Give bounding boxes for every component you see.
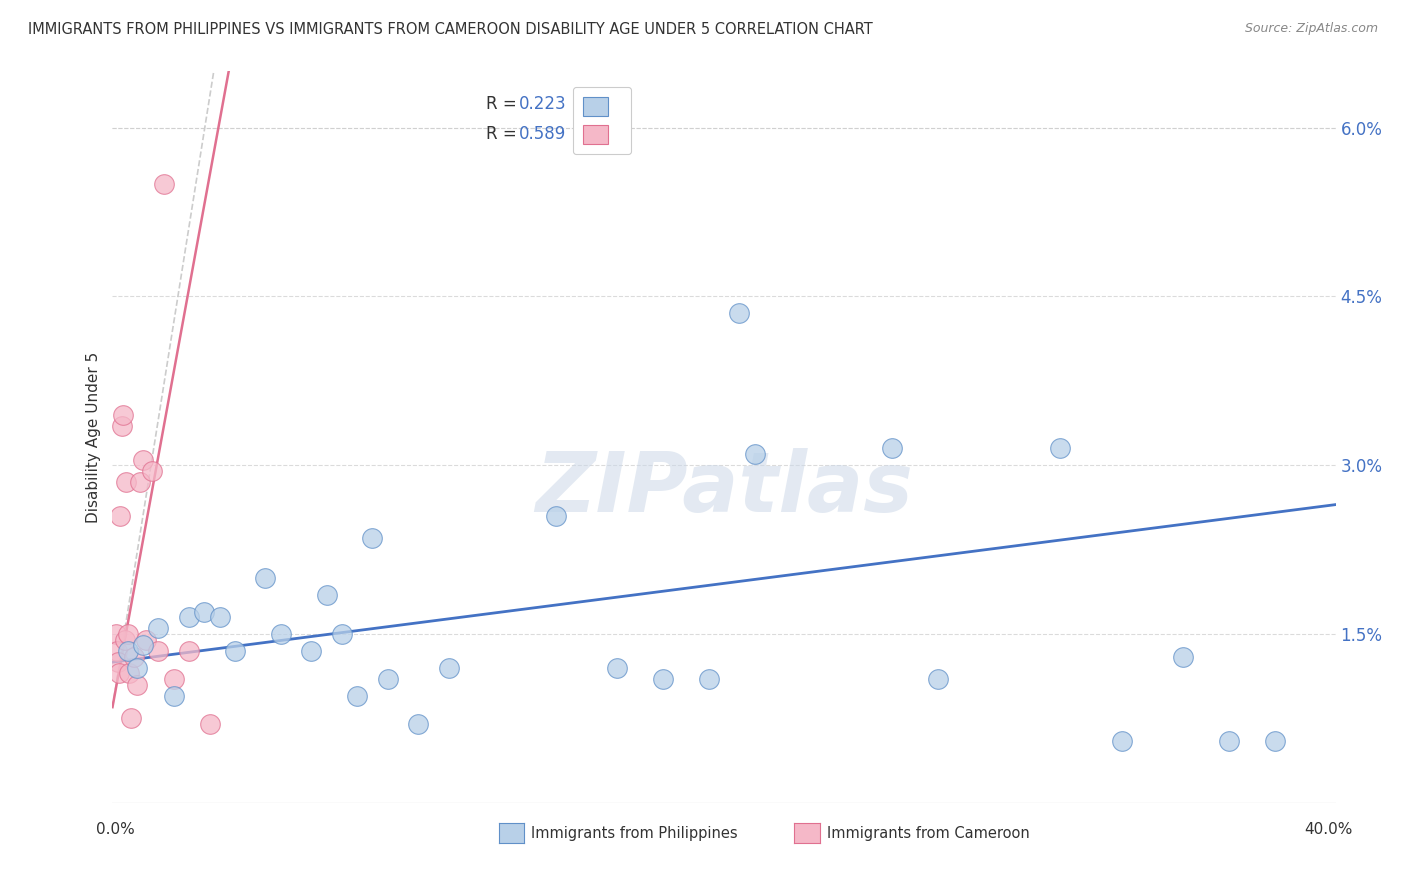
Point <box>208 610 231 624</box>
Y-axis label: Disability Age Under 5: Disability Age Under 5 <box>86 351 101 523</box>
Point <box>112 408 135 422</box>
Point <box>744 447 766 461</box>
Point <box>132 452 155 467</box>
Point <box>728 306 751 320</box>
Text: ZIPatlas: ZIPatlas <box>536 448 912 529</box>
Text: Immigrants from Philippines: Immigrants from Philippines <box>531 826 738 840</box>
Point <box>1049 442 1071 456</box>
Text: 32: 32 <box>605 95 626 113</box>
Point <box>1264 734 1286 748</box>
Text: 23: 23 <box>605 125 626 143</box>
Point <box>437 661 460 675</box>
Point <box>105 644 128 658</box>
Text: N =: N = <box>562 95 610 113</box>
Point <box>927 672 949 686</box>
Point <box>148 621 170 635</box>
Point <box>346 689 368 703</box>
Text: Source: ZipAtlas.com: Source: ZipAtlas.com <box>1244 22 1378 36</box>
Point <box>408 717 430 731</box>
Point <box>117 644 139 658</box>
Point <box>108 666 131 681</box>
Point <box>697 672 720 686</box>
Point <box>107 655 129 669</box>
Text: 40.0%: 40.0% <box>1305 822 1353 837</box>
Text: 0.0%: 0.0% <box>96 822 135 837</box>
Point <box>315 588 337 602</box>
Text: N =: N = <box>562 125 610 143</box>
Point <box>108 508 131 523</box>
Point <box>115 475 138 489</box>
Text: 0.589: 0.589 <box>519 125 565 143</box>
Legend: , : , <box>572 87 631 153</box>
Point <box>125 678 148 692</box>
Point <box>122 649 145 664</box>
Point <box>377 672 399 686</box>
Point <box>125 661 148 675</box>
Point <box>141 464 163 478</box>
Point <box>1218 734 1240 748</box>
Point <box>254 571 277 585</box>
Point <box>1171 649 1194 664</box>
Point <box>177 644 200 658</box>
Text: R =: R = <box>485 95 522 113</box>
Point <box>120 711 142 725</box>
Point <box>882 442 904 456</box>
Point <box>1111 734 1133 748</box>
Point <box>163 689 186 703</box>
Point <box>652 672 675 686</box>
Point <box>117 627 139 641</box>
Point <box>361 532 384 546</box>
Point <box>200 717 222 731</box>
Point <box>163 672 186 686</box>
Text: IMMIGRANTS FROM PHILIPPINES VS IMMIGRANTS FROM CAMEROON DISABILITY AGE UNDER 5 C: IMMIGRANTS FROM PHILIPPINES VS IMMIGRANT… <box>28 22 873 37</box>
Point <box>330 627 353 641</box>
Point <box>177 610 200 624</box>
Text: Immigrants from Cameroon: Immigrants from Cameroon <box>827 826 1029 840</box>
Point <box>135 632 157 647</box>
Point <box>132 638 155 652</box>
Text: 0.223: 0.223 <box>519 95 567 113</box>
Point <box>118 666 141 681</box>
Point <box>153 177 176 191</box>
Point <box>193 605 215 619</box>
Point <box>104 627 127 641</box>
Point <box>114 632 136 647</box>
Point <box>299 644 322 658</box>
Point <box>544 508 567 523</box>
Point <box>270 627 292 641</box>
Point <box>129 475 152 489</box>
Point <box>111 418 134 433</box>
Point <box>224 644 246 658</box>
Point <box>148 644 170 658</box>
Text: R =: R = <box>485 125 522 143</box>
Point <box>606 661 628 675</box>
